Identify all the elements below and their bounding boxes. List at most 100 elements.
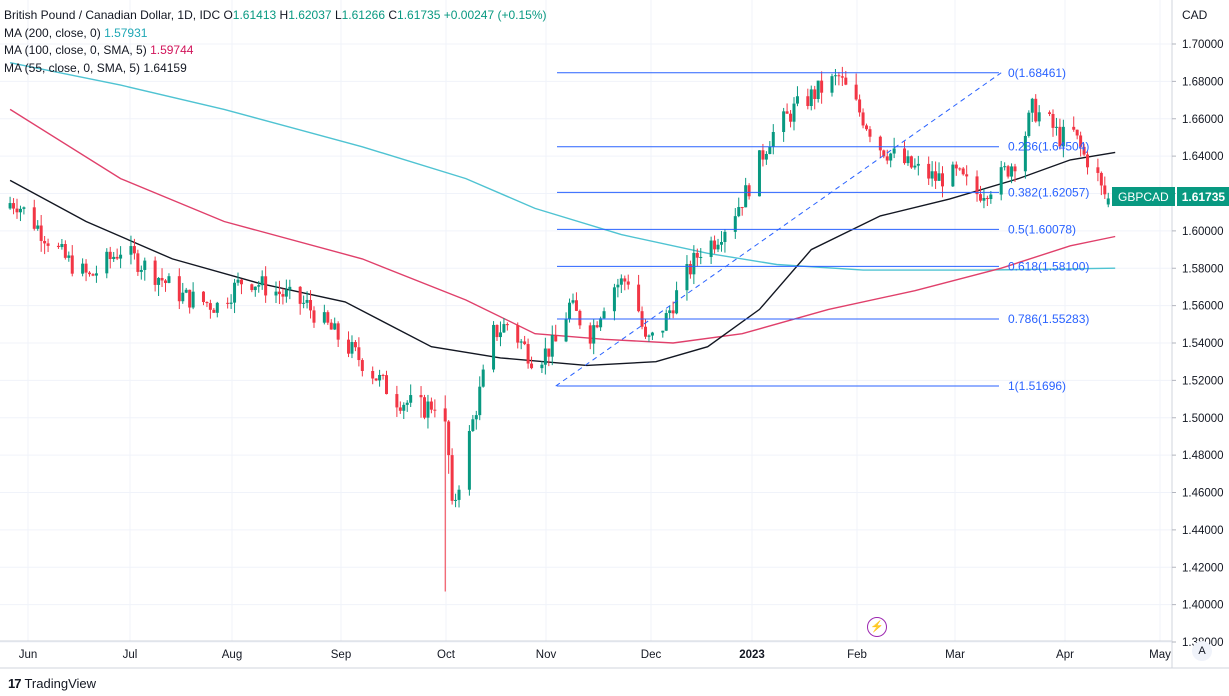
candle-body	[43, 240, 47, 244]
legend-ma100[interactable]: MA (100, close, 0, SMA, 5) 1.59744	[4, 42, 547, 60]
candle-body	[768, 146, 772, 154]
candle-body	[39, 225, 43, 241]
time-tick-label: 2023	[739, 649, 765, 661]
candle-body	[626, 281, 630, 285]
ma100-value: 1.59744	[150, 43, 194, 57]
legend-ma200[interactable]: MA (200, close, 0) 1.57931	[4, 25, 547, 43]
candle-body	[281, 294, 285, 297]
candle-body	[806, 96, 810, 107]
candle-body	[1099, 172, 1103, 186]
candle-body	[181, 292, 185, 302]
candle-body	[305, 300, 309, 303]
chart-legend: British Pound / Canadian Dollar, 1D, IDC…	[4, 7, 547, 77]
candle-body	[564, 319, 568, 342]
candle-body	[713, 240, 717, 250]
candle-body	[861, 112, 865, 126]
candle-body	[129, 246, 133, 255]
candle-body	[205, 302, 209, 304]
currency-label: CAD	[1182, 8, 1208, 22]
candle-body	[916, 163, 920, 166]
candle-body	[885, 156, 889, 161]
candle-body	[578, 310, 582, 326]
candle-body	[94, 273, 98, 276]
candle-body	[46, 243, 50, 246]
candle-body	[215, 302, 219, 313]
candle-body	[374, 378, 378, 381]
candle-body	[954, 164, 958, 169]
candle-body	[568, 302, 572, 320]
candle-body	[619, 278, 623, 285]
fib-level-label: 0.786(1.55283)	[1008, 312, 1089, 326]
candle-body	[1096, 167, 1100, 173]
candle-body	[347, 339, 351, 354]
time-tick-label: Nov	[536, 649, 557, 661]
candle-body	[333, 323, 337, 330]
candle-body	[830, 76, 834, 93]
legend-ma55[interactable]: MA (55, close, 0, SMA, 5) 1.64159	[4, 60, 547, 78]
candle-body	[63, 244, 67, 258]
candle-body	[854, 84, 858, 100]
candle-body	[1054, 126, 1058, 128]
candle-body	[978, 194, 982, 201]
fib-level-label: 0.5(1.60078)	[1008, 222, 1076, 236]
auto-scale-button[interactable]: A	[1192, 641, 1212, 661]
candle-body	[177, 276, 181, 302]
candle-body	[1079, 135, 1083, 147]
candle-body	[965, 174, 969, 177]
candle-body	[208, 303, 212, 310]
candle-body	[360, 360, 364, 371]
price-tick-label: 1.42000	[1182, 562, 1224, 574]
candle-body	[913, 165, 917, 168]
candle-body	[253, 286, 257, 291]
fib-level-label: 0.618(1.58100)	[1008, 259, 1089, 273]
candle-body	[236, 279, 240, 283]
candle-body	[716, 244, 720, 250]
candle-body	[70, 255, 74, 274]
candle-body	[909, 156, 913, 168]
candle-body	[816, 80, 820, 100]
candle-body	[443, 408, 447, 422]
candle-body	[844, 77, 848, 85]
candle-body	[602, 311, 606, 319]
candle-body	[547, 348, 551, 357]
candle-body	[927, 163, 931, 179]
candle-body	[1003, 166, 1007, 168]
candle-body	[1037, 112, 1041, 122]
candle-body	[402, 404, 406, 411]
time-tick-label: Oct	[437, 649, 456, 661]
price-tick-label: 1.48000	[1182, 450, 1224, 462]
candle-body	[32, 207, 36, 229]
price-axis: 1.700001.680001.660001.640001.620001.600…	[1171, 0, 1224, 668]
candle-body	[795, 96, 799, 104]
candle-body	[858, 99, 862, 113]
candle-body	[260, 276, 264, 286]
candle-body	[12, 203, 16, 209]
candle-body	[371, 370, 375, 379]
candle-body	[143, 260, 147, 270]
candle-body	[1051, 113, 1055, 128]
time-tick-label: Dec	[641, 649, 662, 661]
candle-body	[820, 80, 824, 93]
candle-body	[298, 286, 302, 304]
candle-body	[212, 309, 216, 313]
candle-body	[574, 300, 578, 311]
candle-body	[426, 401, 430, 418]
candle-body	[737, 207, 741, 217]
lightning-event-icon[interactable]: ⚡	[867, 617, 887, 637]
candle-body	[191, 291, 195, 308]
open-value: 1.61413	[232, 8, 277, 22]
ma100-path	[9, 108, 1116, 344]
candle-body	[56, 245, 60, 248]
candle-body	[1027, 112, 1031, 136]
candle-body	[868, 129, 872, 137]
candle-body	[60, 244, 64, 248]
candle-body	[1048, 112, 1052, 114]
fib-trend-line[interactable]	[555, 72, 1002, 387]
candle-body	[257, 285, 261, 287]
candle-body	[940, 173, 944, 187]
candle-body	[623, 278, 627, 282]
candle-body	[405, 402, 409, 405]
candle-body	[157, 277, 161, 285]
candle-body	[1058, 126, 1062, 147]
